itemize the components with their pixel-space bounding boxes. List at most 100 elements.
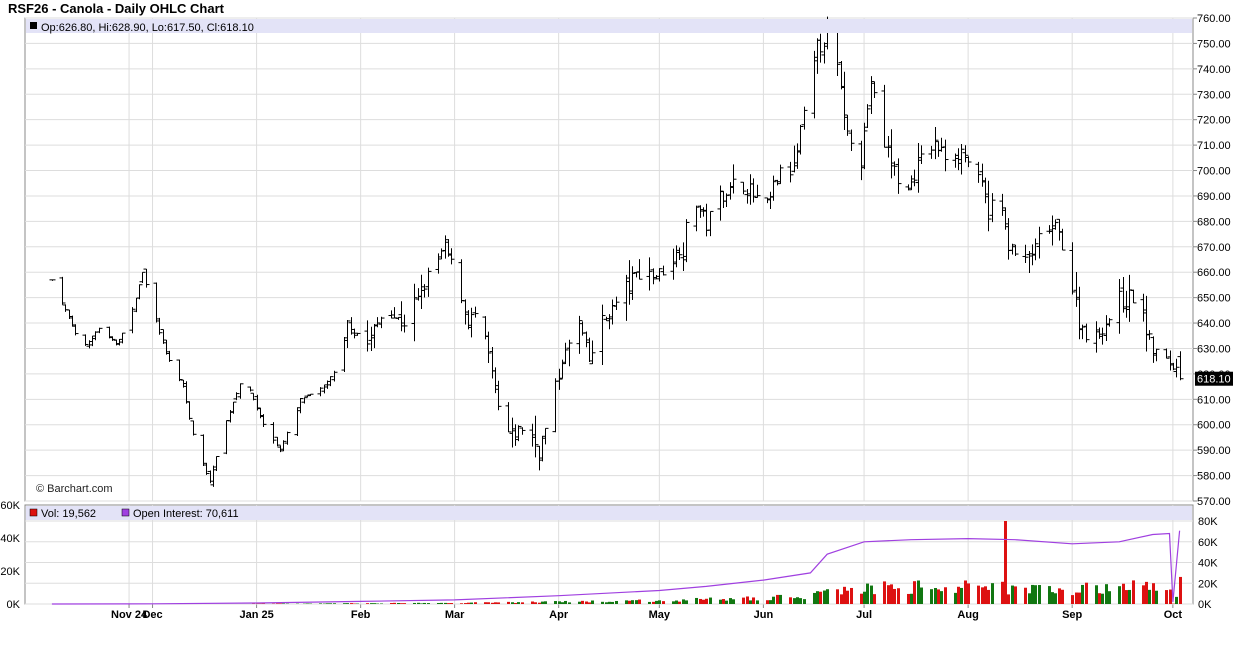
volume-bar <box>957 586 960 604</box>
volume-bar <box>1007 594 1010 604</box>
volume-bar <box>464 603 467 604</box>
volume-legend: Vol: 19,562 <box>41 508 96 520</box>
volume-bar <box>343 603 346 604</box>
volume-bar <box>893 588 896 604</box>
volume-bar <box>491 602 494 604</box>
volume-bar <box>1145 581 1148 604</box>
volume-bar <box>826 589 829 604</box>
volume-bar <box>564 600 567 604</box>
volume-bar <box>658 600 661 604</box>
volume-bar <box>934 587 937 604</box>
volume-bar <box>823 590 826 604</box>
volume-bar <box>682 599 685 604</box>
volume-legend-band <box>26 506 1192 520</box>
volume-bar <box>1004 521 1007 604</box>
volume-bar <box>746 596 749 604</box>
volume-bar <box>346 603 349 604</box>
volume-bar <box>511 602 514 604</box>
volume-bar <box>652 601 655 604</box>
volume-bar <box>615 600 618 604</box>
open-interest-line <box>51 530 1181 605</box>
ohlc-legend: Op:626.80, Hi:628.90, Lo:617.50, Cl:618.… <box>41 22 254 34</box>
volume-bar <box>719 599 722 604</box>
volume-bar <box>1054 593 1057 604</box>
x-tick-label: Apr <box>549 609 569 621</box>
volume-bar <box>1155 590 1158 604</box>
volume-bar <box>705 598 708 604</box>
volume-axis-label: 60K <box>0 500 20 512</box>
volume-bar <box>470 602 473 604</box>
volume-bar <box>497 602 500 604</box>
volume-bar <box>413 602 416 604</box>
volume-bar <box>897 588 900 604</box>
volume-bar <box>1095 585 1098 604</box>
volume-bar <box>531 601 534 604</box>
volume-bar <box>860 593 863 604</box>
volume-bar <box>544 601 547 604</box>
volume-bar <box>611 601 614 604</box>
volume-bar <box>333 603 336 604</box>
volume-bar <box>444 602 447 604</box>
oi-legend: Open Interest: 70,611 <box>133 508 239 520</box>
volume-bar <box>558 601 561 604</box>
volume-bar <box>474 602 477 604</box>
volume-bar <box>907 593 910 604</box>
x-tick-label: Nov 24 <box>111 609 148 621</box>
x-tick-label: Oct <box>1164 609 1183 621</box>
volume-bar <box>400 603 403 604</box>
price-tick-label: 700.00 <box>1197 166 1231 178</box>
volume-bar <box>628 600 631 604</box>
volume-bar <box>638 599 641 604</box>
volume-bar <box>725 600 728 604</box>
oi-axis-label: 40K <box>1198 558 1218 570</box>
volume-bar <box>373 603 376 604</box>
price-tick-label: 650.00 <box>1197 293 1231 305</box>
volume-bar <box>1175 596 1178 604</box>
volume-bar <box>944 587 947 604</box>
volume-bar <box>803 599 806 604</box>
volume-bar <box>1085 582 1088 604</box>
volume-bar <box>588 602 591 604</box>
volume-bar <box>1128 589 1131 604</box>
chart-title: RSF26 - Canola - Daily OHLC Chart <box>8 1 224 16</box>
volume-bar <box>1078 592 1081 604</box>
volume-bar <box>1101 593 1104 604</box>
volume-bar <box>585 601 588 604</box>
volume-bar <box>635 600 638 604</box>
volume-bar <box>813 592 816 604</box>
x-tick-label: Jan 25 <box>239 609 273 621</box>
volume-bar <box>1058 588 1061 604</box>
volume-bar <box>306 603 309 604</box>
volume-bar <box>1051 592 1054 604</box>
x-tick-label: Sep <box>1062 609 1082 621</box>
volume-bar <box>1031 584 1034 604</box>
volume-bar <box>960 587 963 604</box>
volume-bar <box>675 600 678 604</box>
volume-bar <box>977 585 980 604</box>
volume-bar <box>1118 586 1121 604</box>
volume-bar <box>393 602 396 604</box>
volume-bar <box>541 601 544 604</box>
volume-bar <box>1014 586 1017 604</box>
volume-bar <box>991 583 994 604</box>
volume-bar <box>840 594 843 604</box>
volume-bar <box>954 592 957 604</box>
volume-bar <box>709 597 712 604</box>
volume-bar <box>742 597 745 604</box>
volume-bar <box>1125 590 1128 604</box>
volume-bar <box>625 600 628 604</box>
volume-bar <box>1034 585 1037 604</box>
volume-bar <box>722 599 725 604</box>
volume-bar <box>937 589 940 604</box>
volume-bar <box>984 586 987 604</box>
volume-bar <box>729 598 732 604</box>
volume-bar <box>987 589 990 604</box>
volume-bar <box>917 580 920 604</box>
volume-bar <box>521 602 524 604</box>
price-panel <box>24 17 1194 502</box>
volume-bar <box>1148 589 1151 604</box>
volume-bar <box>1075 592 1078 604</box>
volume-bar <box>538 602 541 604</box>
x-tick-label: Mar <box>445 609 465 621</box>
volume-bar <box>819 591 822 604</box>
